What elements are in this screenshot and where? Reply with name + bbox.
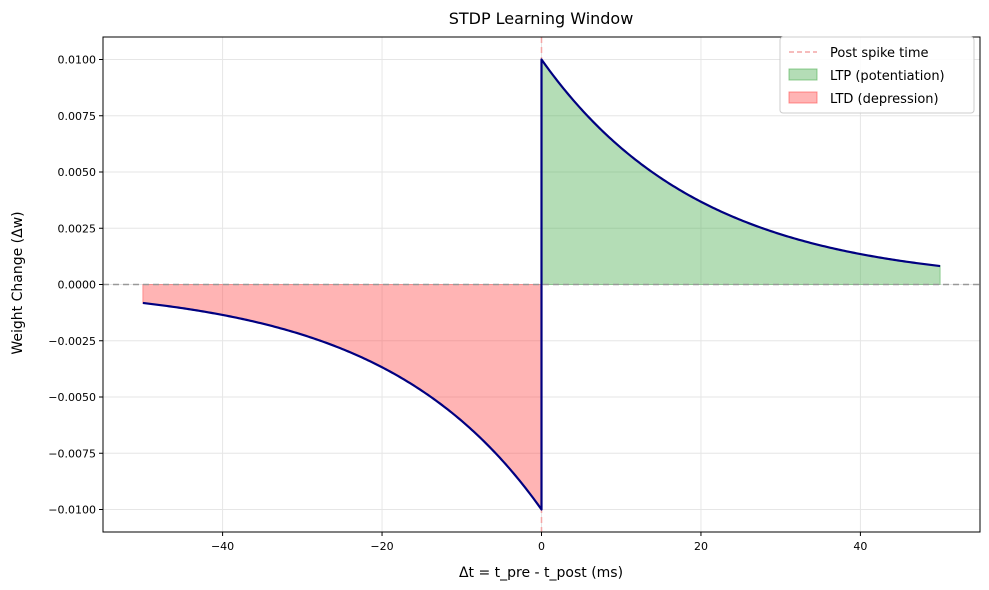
legend-ltp-swatch bbox=[788, 68, 818, 81]
x-axis-ticks: −40 −20 0 20 40 bbox=[211, 532, 867, 553]
y-tick-label-0: −0.0100 bbox=[48, 504, 96, 517]
y-tick-label-1: −0.0075 bbox=[48, 447, 96, 460]
stdp-curve-line bbox=[142, 58, 941, 511]
x-tick-label-4: 40 bbox=[853, 540, 867, 553]
curve-layer bbox=[142, 58, 941, 511]
x-tick-label-2: 0 bbox=[538, 540, 545, 553]
y-tick-label-2: −0.0050 bbox=[48, 391, 96, 404]
y-tick-label-7: 0.0075 bbox=[58, 110, 97, 123]
y-tick-label-5: 0.0025 bbox=[58, 222, 97, 235]
y-tick-label-4: 0.0000 bbox=[58, 279, 97, 292]
y-tick-label-6: 0.0050 bbox=[58, 166, 97, 179]
legend-post-spike-label: Post spike time bbox=[830, 46, 929, 61]
y-tick-label-3: −0.0025 bbox=[48, 335, 96, 348]
legend-ltd-label: LTD (depression) bbox=[830, 92, 939, 107]
y-tick-label-8: 0.0100 bbox=[58, 54, 97, 67]
x-tick-label-3: 20 bbox=[694, 540, 708, 553]
x-tick-label-0: −40 bbox=[211, 540, 234, 553]
x-axis-title: Δt = t_pre - t_post (ms) bbox=[459, 565, 623, 581]
chart-title: STDP Learning Window bbox=[449, 9, 634, 28]
legend: Post spike time LTP (potentiation) LTD (… bbox=[779, 36, 975, 114]
y-axis-ticks: −0.0100 −0.0075 −0.0050 −0.0025 0.0000 0.0025… bbox=[48, 54, 103, 517]
x-tick-label-1: −20 bbox=[370, 540, 393, 553]
legend-ltp-label: LTP (potentiation) bbox=[830, 69, 945, 84]
legend-box bbox=[779, 36, 975, 114]
y-axis-title: Weight Change (Δw) bbox=[10, 211, 26, 354]
legend-ltd-swatch bbox=[788, 91, 818, 104]
